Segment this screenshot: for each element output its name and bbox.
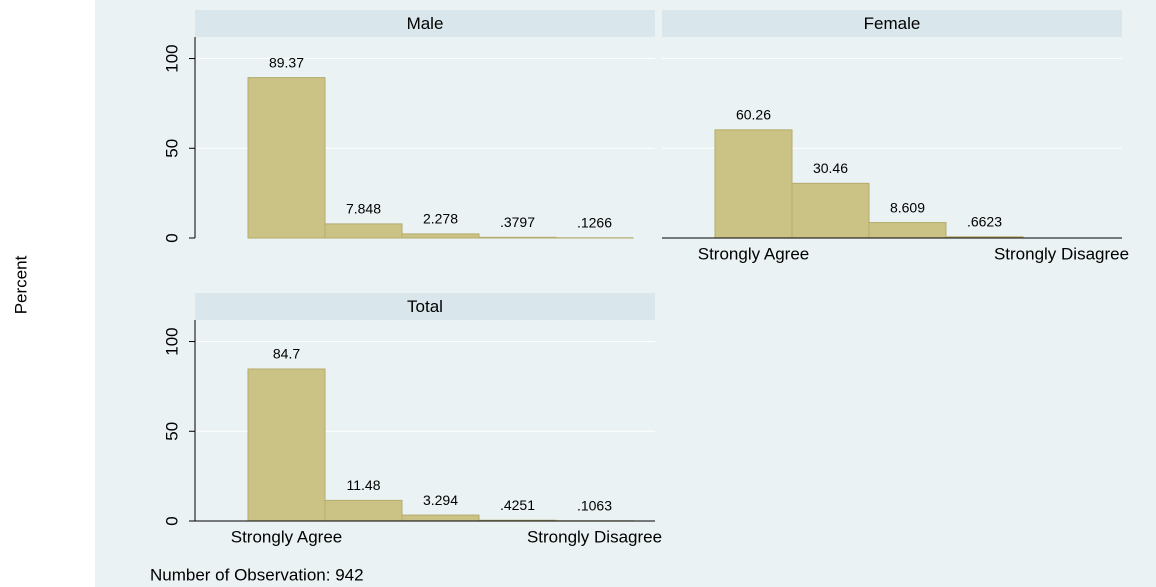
panel-title: Male <box>407 14 444 33</box>
value-label: 2.278 <box>423 211 458 227</box>
value-label: 3.294 <box>423 492 458 508</box>
y-tick-label: 0 <box>162 516 181 525</box>
y-tick-label: 100 <box>162 327 181 355</box>
value-label: .3797 <box>500 214 535 230</box>
value-label: 8.609 <box>890 199 925 215</box>
y-tick-label: 50 <box>162 139 181 158</box>
y-tick-label: 50 <box>162 422 181 441</box>
note: Number of Observation: 942 <box>150 565 364 584</box>
bar <box>401 233 480 239</box>
bar <box>247 368 326 522</box>
value-label: .6623 <box>967 214 1002 230</box>
y-tick-label: 100 <box>162 44 181 72</box>
x-tick-label: Strongly Agree <box>698 244 810 263</box>
value-label: 7.848 <box>346 201 381 217</box>
panel-header <box>662 10 1122 37</box>
bar <box>247 77 326 239</box>
bar <box>714 129 793 239</box>
value-label: .1266 <box>577 214 612 230</box>
bar <box>791 182 870 239</box>
y-axis-label: Percent <box>11 255 30 314</box>
value-label: .1063 <box>577 498 612 514</box>
panel-header <box>195 10 655 37</box>
panel-title: Total <box>407 297 443 316</box>
panel-header <box>195 293 655 320</box>
panel-title: Female <box>864 14 921 33</box>
bar <box>324 223 403 239</box>
x-tick-label: Strongly Disagree <box>527 527 662 546</box>
value-label: 60.26 <box>736 107 771 123</box>
value-label: 84.7 <box>273 346 300 362</box>
value-label: 11.48 <box>347 477 381 493</box>
y-tick-label: 0 <box>162 233 181 242</box>
x-tick-label: Strongly Agree <box>231 527 343 546</box>
value-label: 30.46 <box>813 160 848 176</box>
bar <box>478 236 557 239</box>
value-label: .4251 <box>500 497 535 513</box>
x-tick-label: Strongly Disagree <box>994 244 1129 263</box>
value-label: 89.37 <box>269 54 304 70</box>
bar <box>868 222 947 239</box>
bar <box>401 514 480 522</box>
bar <box>324 499 403 522</box>
